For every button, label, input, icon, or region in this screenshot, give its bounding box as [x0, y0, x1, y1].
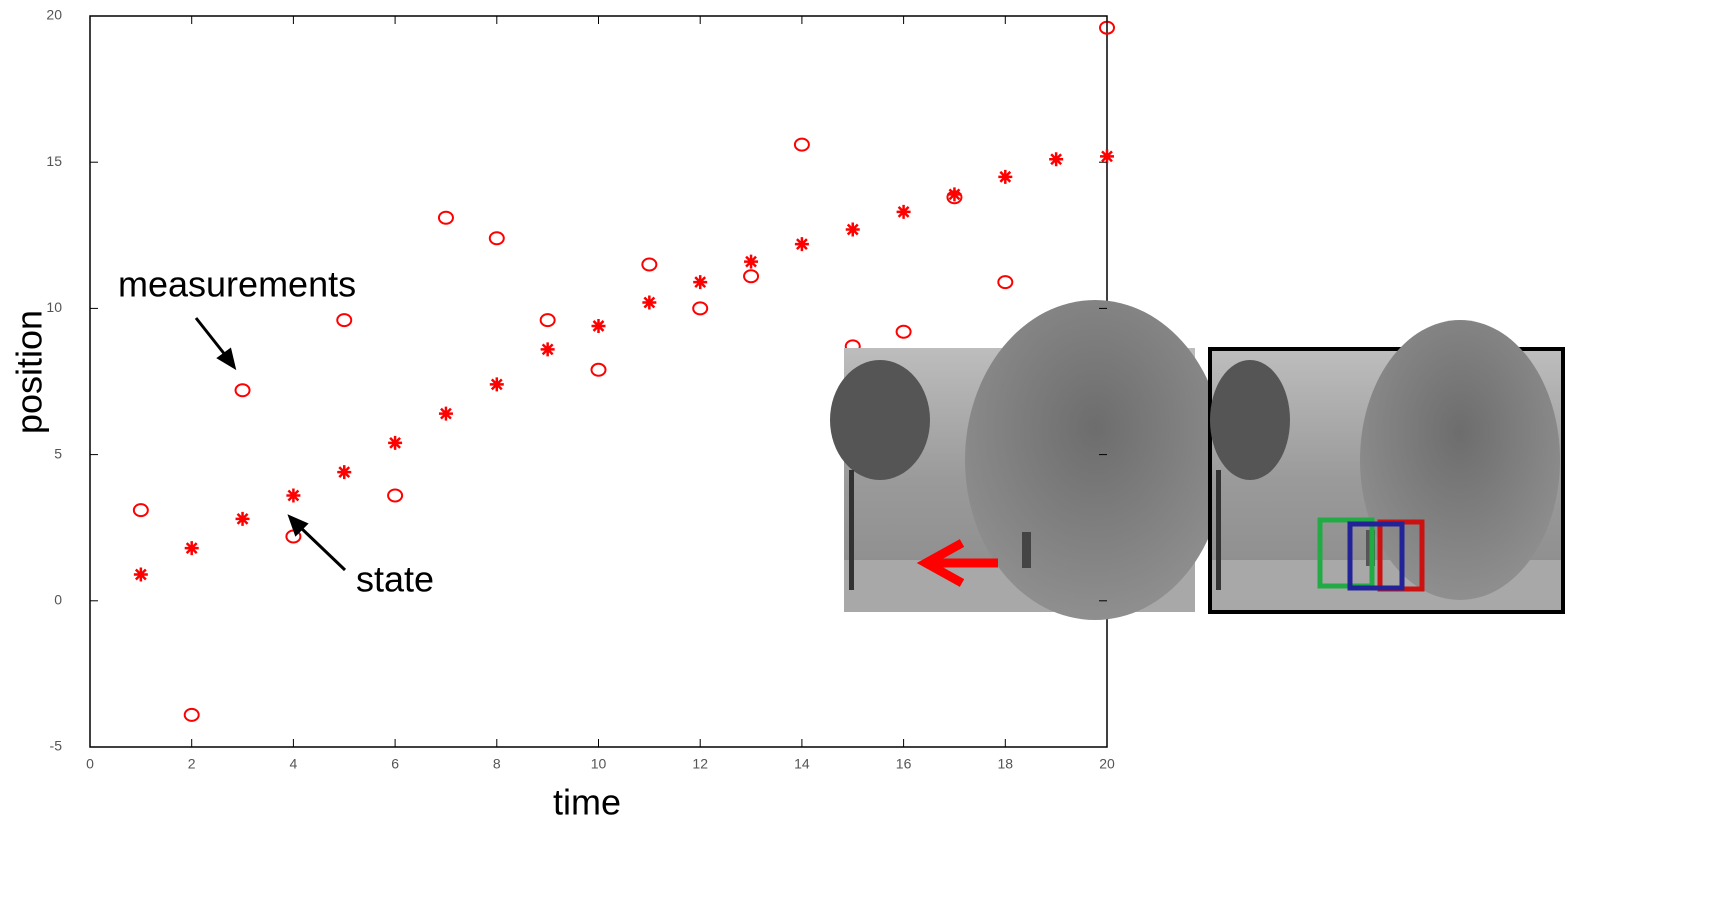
x-tick-label: 14 — [794, 756, 810, 772]
x-tick-label: 10 — [591, 756, 607, 772]
lamp — [849, 470, 854, 590]
x-axis-label: time — [553, 782, 621, 823]
measurement-marker — [488, 231, 505, 246]
state-marker — [489, 377, 504, 392]
measurement-marker — [997, 275, 1014, 290]
measurement-marker — [590, 362, 607, 377]
measurement-marker — [895, 324, 912, 339]
arrow-head — [216, 347, 237, 371]
state-marker — [337, 465, 352, 480]
annotation: state — [356, 559, 434, 600]
lamp — [1216, 470, 1221, 590]
marks — [132, 20, 1115, 722]
arrow — [298, 525, 347, 572]
box-green — [1317, 517, 1375, 589]
state-marker — [642, 295, 657, 310]
state-marker — [845, 222, 860, 237]
tree — [965, 300, 1225, 620]
measurement-marker — [387, 488, 404, 503]
measurement-marker — [132, 503, 149, 518]
box-blue — [1347, 521, 1405, 591]
state-marker — [998, 169, 1013, 184]
x-tick-label: 2 — [188, 756, 196, 772]
state-marker — [744, 254, 759, 269]
state-marker — [133, 567, 148, 582]
measurement-marker — [692, 301, 709, 316]
arrow — [194, 317, 228, 357]
state-marker — [794, 237, 809, 252]
y-tick-label: 5 — [54, 445, 62, 461]
x-tick-label: 0 — [86, 756, 94, 772]
x-tick-label: 8 — [493, 756, 501, 772]
state-marker — [438, 406, 453, 421]
y-tick-label: 10 — [46, 299, 62, 315]
measurement-marker — [336, 313, 353, 328]
x-tick-label: 18 — [998, 756, 1014, 772]
measurement-marker — [793, 137, 810, 152]
x-tick-label: 16 — [896, 756, 912, 772]
measurement-marker — [437, 210, 454, 225]
state-marker — [540, 342, 555, 357]
measurement-marker — [183, 707, 200, 722]
x-tick-label: 12 — [692, 756, 708, 772]
y-tick-label: 0 — [54, 592, 62, 608]
photo-right — [1208, 320, 1565, 614]
tree — [1210, 360, 1290, 480]
measurement-marker — [234, 383, 251, 398]
state-marker — [896, 204, 911, 219]
x-tick-label: 6 — [391, 756, 399, 772]
state-marker — [235, 511, 250, 526]
photo-left — [830, 300, 1225, 620]
annotation-arrows — [194, 317, 347, 572]
person — [1022, 532, 1031, 568]
state-marker — [388, 435, 403, 450]
x-tick-label: 20 — [1099, 756, 1115, 772]
y-tick-label: -5 — [50, 738, 63, 754]
annotation: measurements — [118, 264, 356, 305]
y-tick-label: 15 — [46, 153, 62, 169]
tree — [830, 360, 930, 480]
measurement-marker — [743, 269, 760, 284]
state-marker — [1100, 149, 1114, 164]
y-axis-label: position — [9, 310, 50, 434]
measurement-marker — [641, 257, 658, 272]
x-tick-label: 4 — [290, 756, 298, 772]
tree — [1360, 320, 1560, 600]
y-tick-label: 20 — [46, 7, 62, 23]
state-marker — [591, 318, 606, 333]
arrow-head — [916, 539, 965, 587]
arrow-head — [287, 514, 309, 537]
state-marker — [286, 488, 301, 503]
state-marker — [693, 275, 708, 290]
state-marker — [184, 541, 199, 556]
measurement-marker — [539, 313, 556, 328]
state-marker — [947, 187, 962, 202]
state-marker — [1049, 152, 1064, 167]
